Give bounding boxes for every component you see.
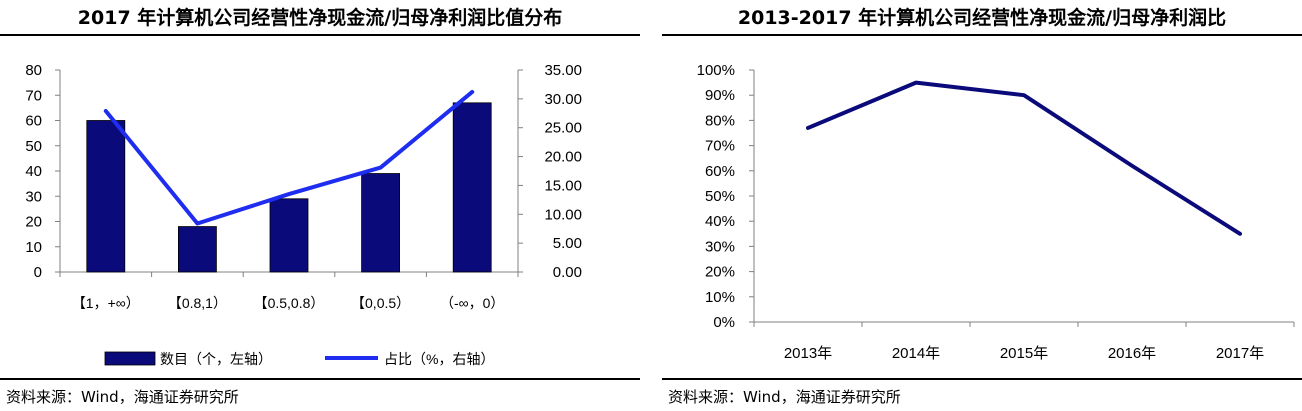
left-y-tick-label: 50 xyxy=(25,138,42,155)
x-category-label: 【0.8,1） xyxy=(168,295,227,311)
bar-count xyxy=(86,120,126,273)
right-chart-panel: 2013-2017 年计算机公司经营性净现金流/归母净利润比 0% 10% 20% 3… xyxy=(662,0,1302,411)
y-tick-label: 90% xyxy=(705,87,735,104)
right-source-note: 资料来源：Wind，海通证券研究所 xyxy=(668,388,901,406)
y-tick-label: 0% xyxy=(713,314,735,331)
right-y-tick-label: 25.00 xyxy=(544,120,582,137)
x-category-label: 【0.5,0.8） xyxy=(254,295,325,311)
left-y-tick-label: 80 xyxy=(25,62,42,79)
legend-bar-swatch xyxy=(104,351,156,366)
legend-line-label: 占比（%，右轴） xyxy=(384,351,494,367)
bar-count xyxy=(361,173,401,273)
left-source-rule xyxy=(0,378,640,380)
right-y-tick-label: 10.00 xyxy=(544,206,582,223)
right-y-tick-label: 0.00 xyxy=(553,264,582,281)
bar-count xyxy=(269,198,309,273)
y-tick-label: 70% xyxy=(705,138,735,155)
left-y-tick-label: 20 xyxy=(25,214,42,231)
left-y-tick-label: 60 xyxy=(25,113,42,130)
right-y-tick-label: 15.00 xyxy=(544,177,582,194)
x-category-label: 【1，+∞） xyxy=(72,295,140,311)
y-tick-label: 30% xyxy=(705,238,735,255)
y-tick-label: 10% xyxy=(705,289,735,306)
y-tick-label: 50% xyxy=(705,188,735,205)
left-title-rule xyxy=(0,34,640,36)
x-category-label: 2017年 xyxy=(1216,345,1264,362)
x-category-label: 2013年 xyxy=(784,345,832,362)
left-y-tick-label: 30 xyxy=(25,188,42,205)
x-category-label: 【0,0.5） xyxy=(351,295,410,311)
ratio-line xyxy=(806,80,1242,236)
right-chart-canvas: 0% 10% 20% 30% 40% 50% 60% 70% 80% 90% 100% 2013年 20… xyxy=(697,62,1295,362)
legend-bar-label: 数目（个，左轴） xyxy=(160,351,272,367)
left-y-tick-label: 70 xyxy=(25,87,42,104)
left-y-tick-label: 0 xyxy=(34,264,42,281)
x-category-label: 2014年 xyxy=(892,345,940,362)
right-y-tick-label: 20.00 xyxy=(544,149,582,166)
left-source-note: 资料来源：Wind，海通证券研究所 xyxy=(6,388,239,406)
left-chart-panel: 2017 年计算机公司经营性净现金流/归母净利润比值分布 0 10 20 30 40 50… xyxy=(0,0,640,411)
right-title-rule xyxy=(662,34,1302,36)
y-tick-label: 80% xyxy=(705,112,735,129)
y-tick-label: 40% xyxy=(705,213,735,230)
y-tick-label: 100% xyxy=(697,62,735,79)
left-chart-canvas: 0 10 20 30 40 50 60 70 80 0.00 5.00 10.00 15.00 20.00… xyxy=(25,62,582,367)
y-tick-label: 60% xyxy=(705,163,735,180)
right-y-tick-label: 5.00 xyxy=(553,235,582,252)
left-y-tick-label: 10 xyxy=(25,239,42,256)
right-y-tick-label: 30.00 xyxy=(544,91,582,108)
x-category-label: 2015年 xyxy=(1000,345,1048,362)
x-category-label: 2016年 xyxy=(1108,345,1156,362)
bar-count xyxy=(177,226,217,273)
bar-count xyxy=(452,102,492,273)
y-tick-label: 20% xyxy=(705,264,735,281)
left-chart-title: 2017 年计算机公司经营性净现金流/归母净利润比值分布 xyxy=(77,7,563,29)
right-chart-title: 2013-2017 年计算机公司经营性净现金流/归母净利润比 xyxy=(737,7,1227,29)
right-y-tick-label: 35.00 xyxy=(544,62,582,79)
left-y-tick-label: 40 xyxy=(25,163,42,180)
right-source-rule xyxy=(662,378,1302,380)
x-category-label: （-∞，0） xyxy=(440,295,504,311)
